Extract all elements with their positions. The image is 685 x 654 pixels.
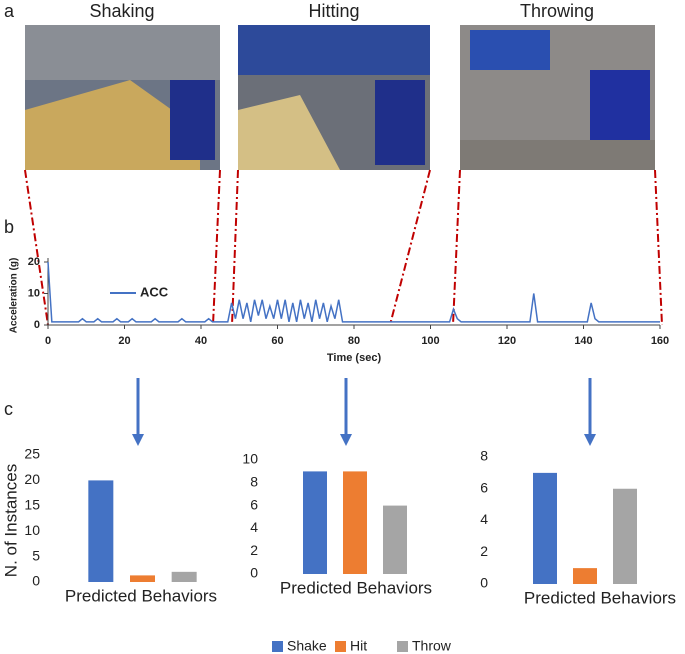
bar [383,505,407,574]
y-tick-label: 8 [250,474,258,490]
y-tick-label: 6 [480,479,488,495]
panel-label: b [4,217,14,237]
photo-title: Throwing [520,1,594,21]
panel-label: c [4,399,13,419]
y-tick-label: 10 [28,287,40,299]
y-tick-label: 15 [24,497,40,513]
y-tick-label: 10 [24,522,40,538]
photo [238,25,430,170]
panel-label: a [4,1,15,21]
x-tick-label: 100 [421,335,439,347]
legend-swatch [335,641,346,652]
legend-label: ACC [140,284,169,299]
bar [303,471,327,574]
bar [88,480,114,582]
x-tick-label: 40 [195,335,207,347]
y-tick-label: 4 [480,511,488,527]
legend-label: Hit [350,638,367,654]
y-tick-label: 2 [250,542,258,558]
photo [460,25,655,170]
x-tick-label: 80 [348,335,360,347]
y-tick-label: 20 [28,256,40,268]
y-tick-label: 25 [24,446,40,462]
y-axis-label: Acceleration (g) [9,258,20,334]
x-axis-label: Predicted Behaviors [524,588,676,607]
photo-title: Shaking [89,1,154,21]
y-tick-label: 20 [24,471,40,487]
bar [533,472,557,584]
data-line [47,261,660,323]
arrow [132,378,596,446]
y-tick-label: 0 [250,565,258,581]
y-axis-label: N. of Instances [1,464,20,577]
y-tick-label: 0 [32,573,40,589]
y-tick-label: 0 [34,319,40,331]
legend-swatch [397,641,408,652]
x-tick-label: 60 [271,335,283,347]
y-tick-label: 5 [32,547,40,563]
legend-label: Throw [412,638,452,654]
bar [613,488,637,584]
bar [573,568,597,584]
connector [24,169,663,326]
x-tick-label: 160 [651,335,669,347]
legend-swatch [272,641,283,652]
x-tick-label: 0 [45,335,51,347]
y-tick-label: 4 [250,519,258,535]
x-axis-label: Time (sec) [327,352,382,364]
x-axis-label: Predicted Behaviors [280,578,432,597]
x-tick-label: 20 [118,335,130,347]
bar [343,471,367,574]
bar [171,571,197,582]
x-axis-label: Predicted Behaviors [65,586,217,605]
legend-label: Shake [287,638,327,654]
x-tick-label: 120 [498,335,516,347]
photo [25,25,220,170]
y-tick-label: 2 [480,543,488,559]
y-tick-label: 6 [250,496,258,512]
y-tick-label: 0 [480,575,488,591]
y-tick-label: 10 [242,451,258,467]
bar [130,575,155,582]
photo-title: Hitting [308,1,359,21]
y-tick-label: 8 [480,448,488,464]
x-tick-label: 140 [574,335,592,347]
